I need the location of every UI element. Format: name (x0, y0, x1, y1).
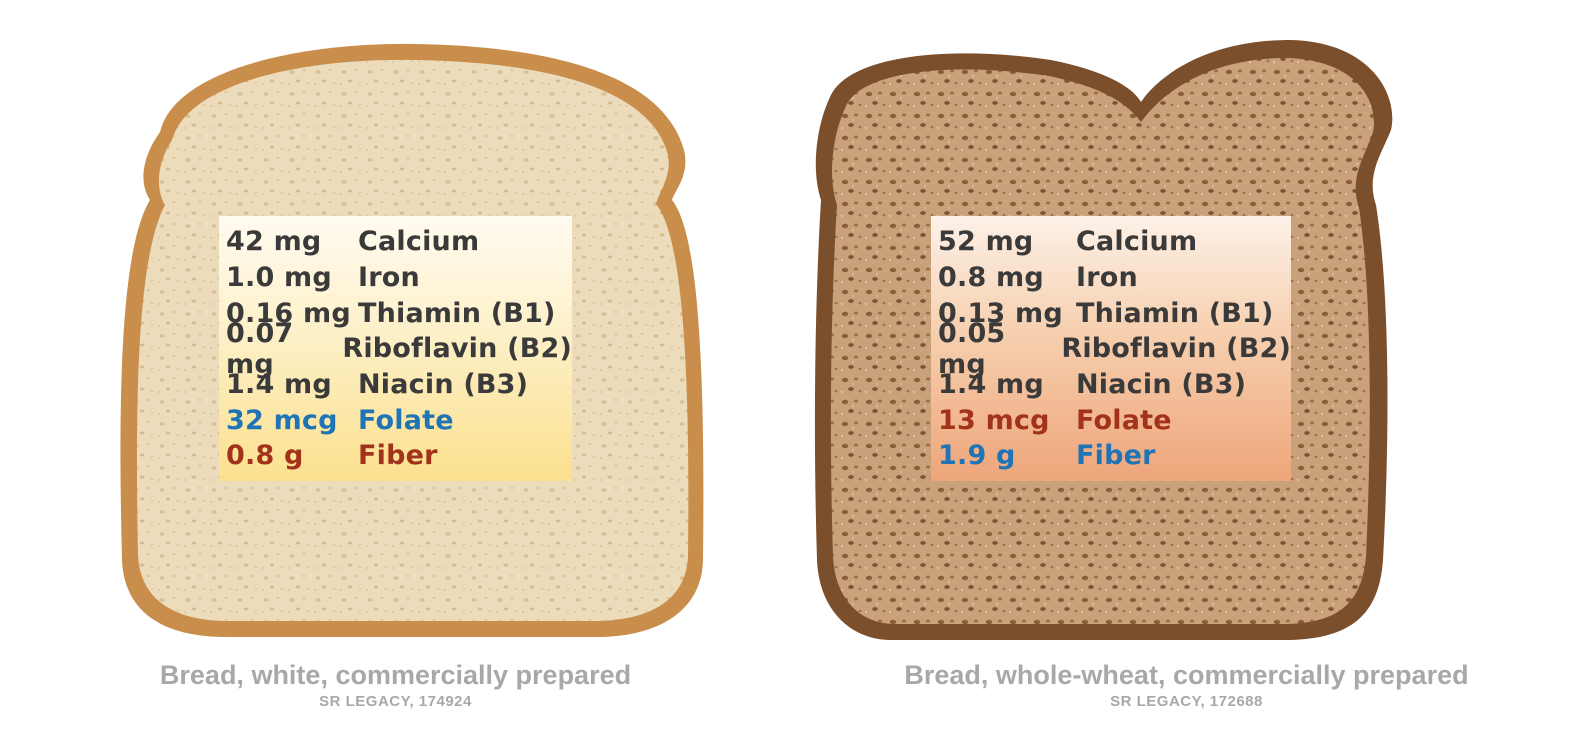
nutrient-row-iron: 1.0 mg Iron (226, 260, 572, 296)
nutrient-row-riboflavin: 0.07 mg Riboflavin (B2) (226, 318, 572, 380)
nutrient-amount: 13 mcg (938, 404, 1050, 436)
caption-title: Bread, whole-wheat, commercially prepare… (904, 660, 1469, 690)
caption-title: Bread, white, commercially prepared (159, 660, 632, 690)
white-nutrient-panel: 42 mg Calcium 1.0 mg Iron 0.16 mg Thiami… (219, 216, 572, 481)
nutrient-name: Calcium (358, 226, 480, 258)
nutrient-name: Folate (1076, 404, 1172, 436)
nutrient-name: Riboflavin (B2) (1061, 333, 1291, 365)
caption-source: SR LEGACY, 174924 (319, 693, 472, 710)
nutrient-name: Iron (358, 262, 420, 294)
nutrient-row-calcium: 42 mg Calcium (226, 224, 572, 260)
nutrient-amount: 0.05 mg (938, 317, 1006, 380)
nutrient-row-fiber: 1.9 g Fiber (938, 438, 1291, 474)
nutrient-amount: 0.8 mg (938, 262, 1044, 294)
nutrient-amount: 1.9 g (938, 440, 1016, 472)
nutrient-row-niacin: 1.4 mg Niacin (B3) (938, 367, 1291, 403)
nutrient-name: Fiber (358, 440, 438, 472)
nutrient-row-iron: 0.8 mg Iron (938, 260, 1291, 296)
nutrient-name: Calcium (1076, 226, 1198, 258)
wheat-nutrient-panel: 52 mg Calcium 0.8 mg Iron 0.13 mg Thiami… (931, 216, 1291, 481)
nutrient-amount: 0.16 mg (226, 297, 351, 329)
nutrient-amount: 0.8 g (226, 440, 304, 472)
wheat-bread-caption: Bread, whole-wheat, commercially prepare… (791, 658, 1582, 712)
nutrient-amount: 0.13 mg (938, 297, 1063, 329)
nutrient-amount: 42 mg (226, 226, 322, 258)
nutrient-row-calcium: 52 mg Calcium (938, 224, 1291, 260)
nutrient-row-fiber: 0.8 g Fiber (226, 438, 572, 474)
nutrient-row-folate: 32 mcg Folate (226, 402, 572, 438)
nutrient-name: Thiamin (B1) (358, 297, 556, 329)
nutrient-amount: 1.0 mg (226, 262, 332, 294)
white-bread-card: 42 mg Calcium 1.0 mg Iron 0.16 mg Thiami… (0, 43, 791, 712)
nutrient-row-riboflavin: 0.05 mg Riboflavin (B2) (938, 318, 1291, 380)
wheat-bread-card: 52 mg Calcium 0.8 mg Iron 0.13 mg Thiami… (791, 0, 1582, 738)
nutrient-amount: 1.4 mg (226, 369, 332, 401)
nutrient-amount: 0.07 mg (226, 317, 294, 380)
nutrient-amount: 52 mg (938, 226, 1034, 258)
nutrient-name: Riboflavin (B2) (342, 333, 572, 365)
nutrient-amount: 32 mcg (226, 404, 338, 436)
nutrient-name: Thiamin (B1) (1076, 297, 1274, 329)
nutrient-name: Folate (358, 404, 454, 436)
nutrient-name: Iron (1076, 262, 1138, 294)
nutrient-name: Niacin (B3) (1076, 369, 1247, 401)
nutrient-name: Niacin (B3) (358, 369, 529, 401)
nutrient-name: Fiber (1076, 440, 1156, 472)
nutrient-row-thiamin: 0.16 mg Thiamin (B1) (226, 295, 572, 331)
nutrient-amount: 1.4 mg (938, 369, 1044, 401)
nutrient-row-thiamin: 0.13 mg Thiamin (B1) (938, 295, 1291, 331)
caption-source: SR LEGACY, 172688 (1110, 693, 1263, 710)
white-bread-caption: Bread, white, commercially prepared SR L… (0, 658, 791, 712)
nutrient-row-niacin: 1.4 mg Niacin (B3) (226, 367, 572, 403)
nutrient-row-folate: 13 mcg Folate (938, 402, 1291, 438)
